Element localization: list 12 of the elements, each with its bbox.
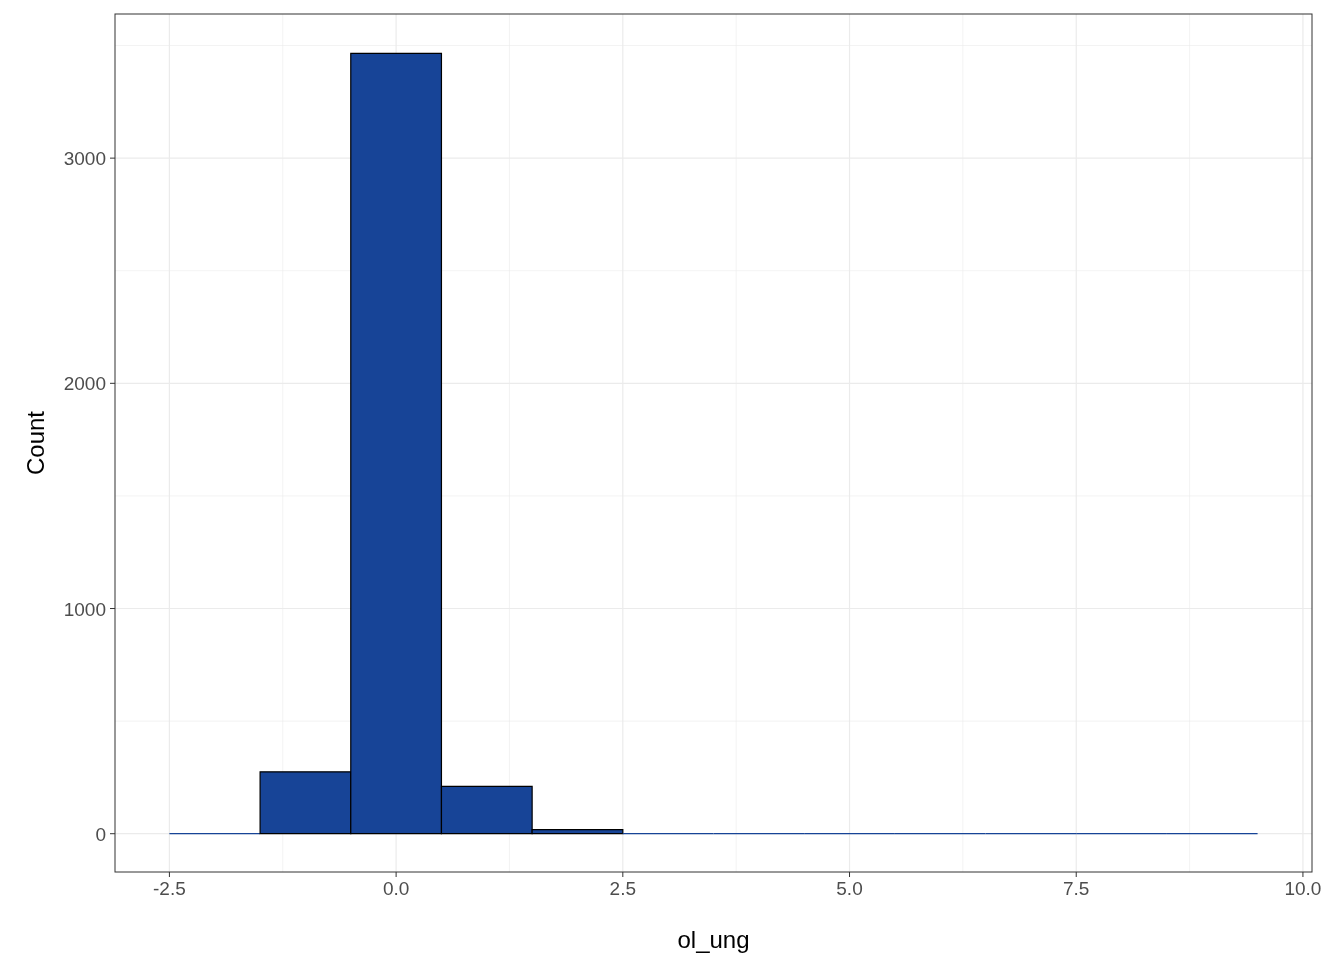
y-tick-label: 2000: [63, 373, 106, 395]
x-tick-label: 2.5: [609, 878, 637, 899]
x-tick-label: 10.0: [1284, 878, 1322, 899]
x-tick-label: 5.0: [836, 878, 863, 899]
y-axis-title: Count: [22, 410, 49, 476]
x-tick-label: -2.5: [153, 878, 186, 899]
x-tick-label: 7.5: [1063, 878, 1090, 899]
x-tick-label: 0.0: [382, 878, 410, 899]
y-tick-label: 1000: [63, 598, 106, 620]
y-tick-label: 3000: [63, 148, 106, 170]
y-tick-label: 0: [95, 823, 106, 845]
x-axis-title: ol_ung: [677, 926, 750, 953]
